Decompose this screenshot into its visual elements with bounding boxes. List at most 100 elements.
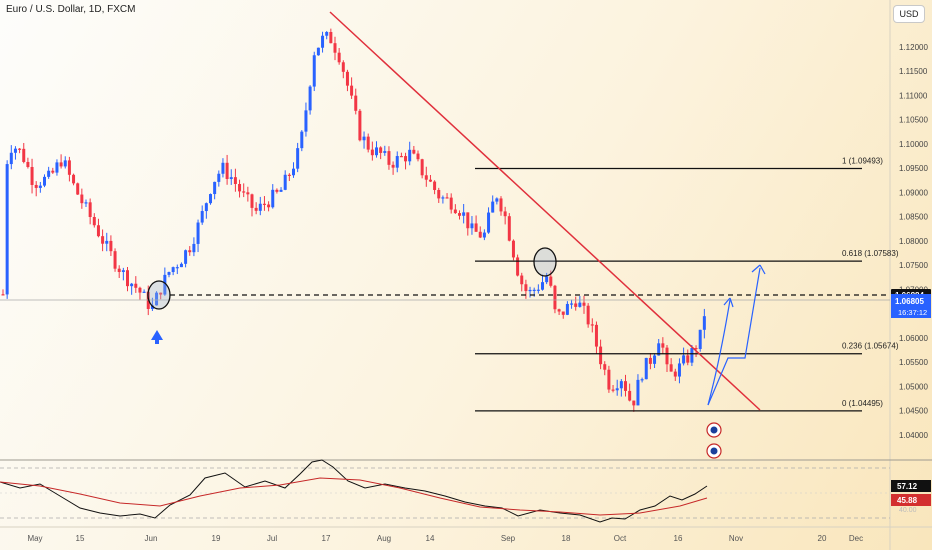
candle-body [611,389,615,391]
projection-arrow [707,267,761,406]
candle-body [287,174,291,176]
time-tick-label: 15 [76,534,85,543]
candle-body [686,355,690,363]
drawings [0,11,890,459]
time-tick-label: Jun [145,534,158,543]
candle-body [233,177,237,185]
price-tick-label: 1.08500 [899,213,928,222]
candle-body [682,355,686,364]
rsi-value-tag-bg [891,480,931,492]
candle-body [524,284,528,292]
candle-body [84,202,88,204]
candle-body [445,197,449,199]
candle-body [179,263,183,268]
time-tick-label: 20 [818,534,827,543]
candle-body [213,181,217,195]
candle-body [300,131,304,149]
flag-icon-center [710,447,718,455]
candle-body [250,194,254,208]
candle-body [55,162,59,173]
candle-body [412,149,416,154]
rsi-ma-value-tag: 45.88 [897,496,918,505]
candle-body [499,198,503,212]
candle-body [375,147,378,156]
candle-body [582,302,586,306]
candle-body [9,152,13,165]
candle-body [337,52,341,63]
candle-body [453,209,457,214]
candle-body [221,162,225,174]
candle-body [34,184,38,188]
candle-body [395,156,399,168]
candle-body [242,191,246,193]
candle-body [702,316,706,330]
candle-body [578,302,582,307]
candle-body [163,274,167,295]
candle-body [441,197,445,199]
candle-body [491,201,495,213]
time-tick-label: Dec [849,534,863,543]
time-axis: May 15 Jun 19 Jul 17 Aug 14 Sep 18 Oct 16 Nov 20 Dec [27,534,863,543]
candle-body [96,225,100,237]
candle-body [437,189,441,199]
candle-body [470,223,474,229]
rsi-line [0,459,708,523]
candle-body [18,148,22,150]
candle-body [304,110,308,132]
candle-body [694,347,698,350]
candle-body [594,324,598,347]
candle-body [586,305,590,325]
up-arrow-icon [151,330,163,344]
candle-body [150,305,154,309]
price-tick-label: 1.09500 [899,164,928,173]
candle-body [350,85,354,96]
candle-body [229,177,233,180]
candle-body [225,162,229,180]
candle-body [507,216,511,241]
time-tick-label: 18 [562,534,571,543]
candle-body [333,43,337,53]
last-price-tag: 1.06805 [895,297,924,306]
candle-body [458,213,461,216]
rsi-band-label: 40.00 [899,507,917,514]
highlight-circle [147,280,171,310]
currency-button[interactable]: USD [893,5,925,23]
flag-icon-center [710,426,718,434]
candle-body [217,173,221,182]
candle-body [155,292,159,306]
candle-body [126,270,129,287]
candle-body [321,35,325,48]
candle-body [204,203,208,212]
candle-body [449,197,453,210]
candle-body [433,181,437,190]
fib-level-label: 1 (1.09493) [842,157,883,166]
time-tick-label: May [27,534,42,543]
candle-body [561,311,565,315]
candle-body [644,357,648,380]
candle-body [528,289,532,292]
candle-body [258,203,262,211]
candle-body [399,156,403,158]
candle-body [138,287,142,293]
candle-body [72,174,76,184]
rsi-ma-value-tag-bg [891,494,931,506]
candle-body [648,357,652,364]
candle-body [474,223,478,232]
candle-body [283,174,287,190]
candle-body [541,282,544,290]
candle-body [329,32,333,44]
candle-body [661,343,665,348]
candle-body [362,136,366,141]
candle-body [590,324,594,326]
candle-body [487,212,491,233]
candle-body [516,257,520,276]
candle-body [574,303,578,307]
projection-arrow [707,299,731,406]
time-tick-label: 17 [322,534,331,543]
rsi-panel: 57.12 45.88 40.00 [0,459,931,523]
candle-body [254,207,258,211]
candle-body [22,148,26,162]
